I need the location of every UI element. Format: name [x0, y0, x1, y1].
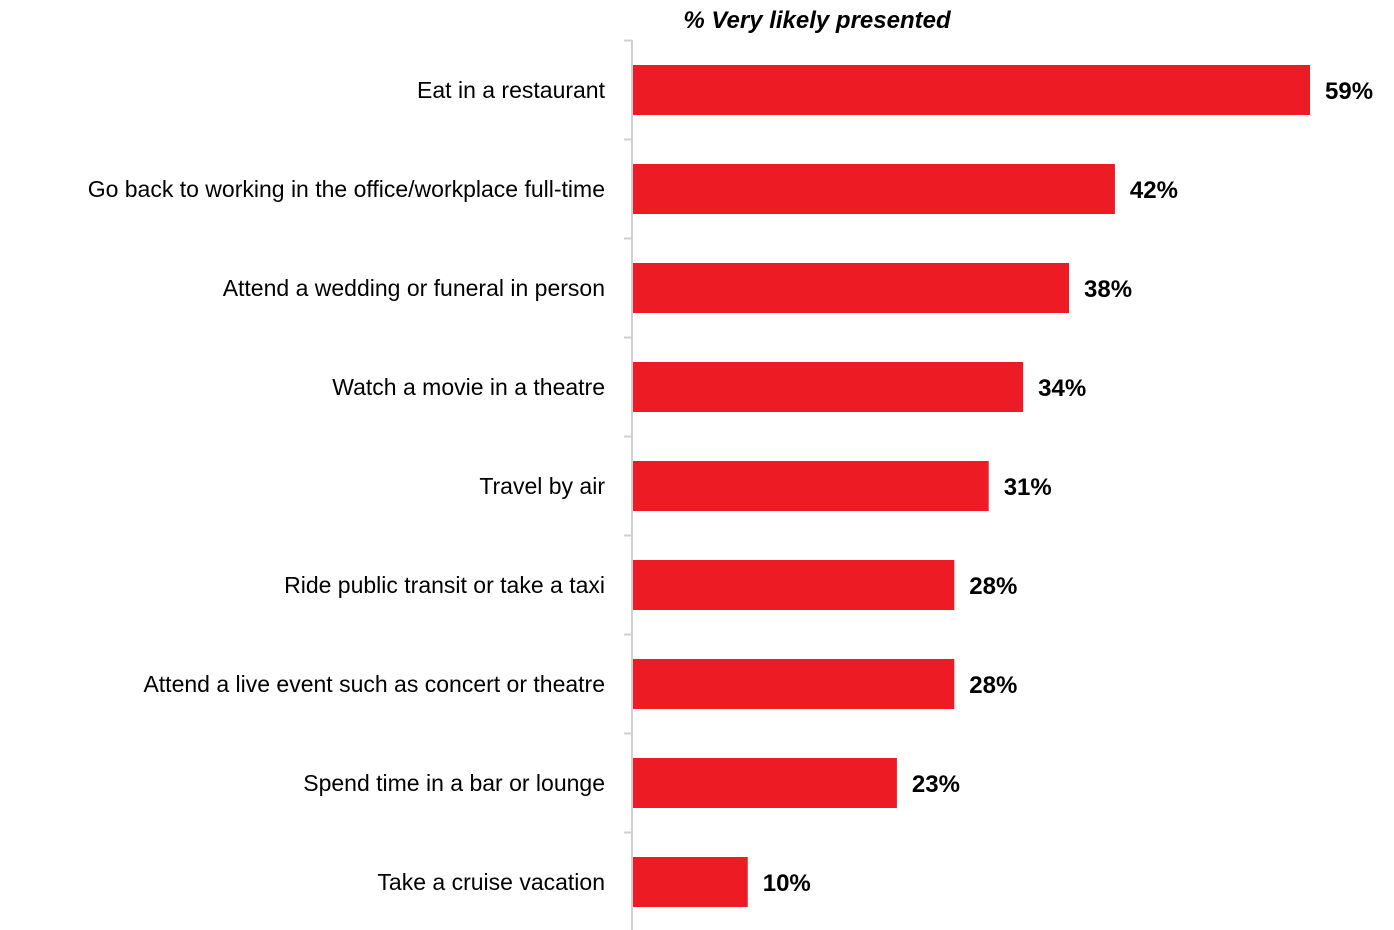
bar — [633, 758, 897, 808]
category-label: Watch a movie in a theatre — [332, 374, 605, 400]
category-label: Spend time in a bar or lounge — [303, 770, 605, 796]
bar — [633, 857, 748, 907]
chart-title: % Very likely presented — [683, 7, 952, 34]
bar — [633, 659, 955, 709]
value-label: 28% — [969, 672, 1017, 699]
value-label: 23% — [912, 771, 960, 798]
category-label: Attend a live event such as concert or t… — [143, 671, 605, 697]
bar — [633, 560, 955, 610]
value-label: 31% — [1004, 474, 1052, 501]
category-label: Go back to working in the office/workpla… — [88, 176, 605, 202]
category-label: Travel by air — [479, 473, 605, 499]
category-label: Ride public transit or take a taxi — [284, 572, 605, 598]
bar — [633, 164, 1115, 214]
category-label: Attend a wedding or funeral in person — [223, 275, 605, 301]
value-label: 34% — [1038, 375, 1086, 402]
value-label: 59% — [1325, 78, 1373, 105]
bar — [633, 461, 989, 511]
bar — [633, 362, 1024, 412]
bar — [633, 263, 1070, 313]
bar — [633, 65, 1310, 115]
category-label: Take a cruise vacation — [377, 869, 605, 895]
value-label: 28% — [969, 573, 1017, 600]
value-label: 42% — [1130, 177, 1178, 204]
value-label: 10% — [763, 870, 811, 897]
category-label: Eat in a restaurant — [417, 77, 606, 103]
value-label: 38% — [1084, 276, 1132, 303]
